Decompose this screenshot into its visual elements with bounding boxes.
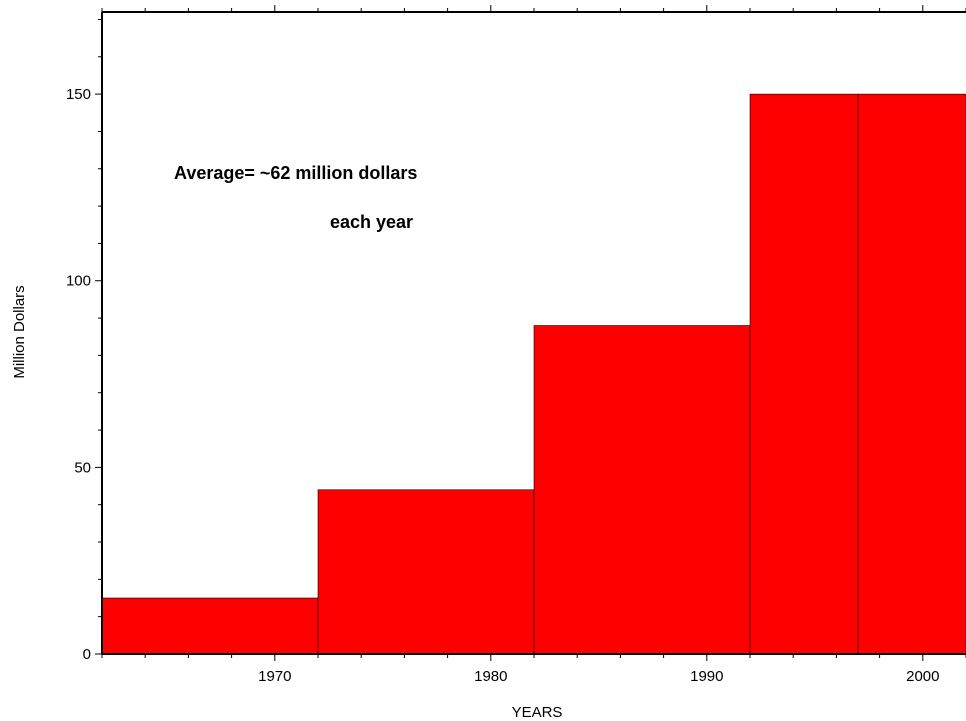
bars-group [101,93,966,655]
bar-1992-1997 [749,93,859,655]
x-tick-label: 1990 [690,668,723,685]
bar-1962-1972 [101,597,319,655]
each-year-annotation: each year [330,212,413,232]
x-tick-label: 2000 [906,668,939,685]
x-tick-label: 1970 [258,668,291,685]
y-tick-label: 50 [74,459,91,476]
y-tick-label: 0 [83,646,91,663]
y-tick-label: 100 [66,273,91,290]
bar-1972-1982 [317,489,535,655]
y-tick-label: 150 [66,86,91,103]
x-axis-title: YEARS [512,704,563,721]
tick-labels-group: 0 50 100 150 1970 1980 1990 2000 [66,86,940,685]
average-annotation: Average= ~62 million dollars [174,163,417,183]
x-tick-label: 1980 [474,668,507,685]
y-axis-title: Million Dollars [11,285,28,378]
bar-1997-2002 [857,93,966,655]
bar-1982-1992 [533,325,751,655]
